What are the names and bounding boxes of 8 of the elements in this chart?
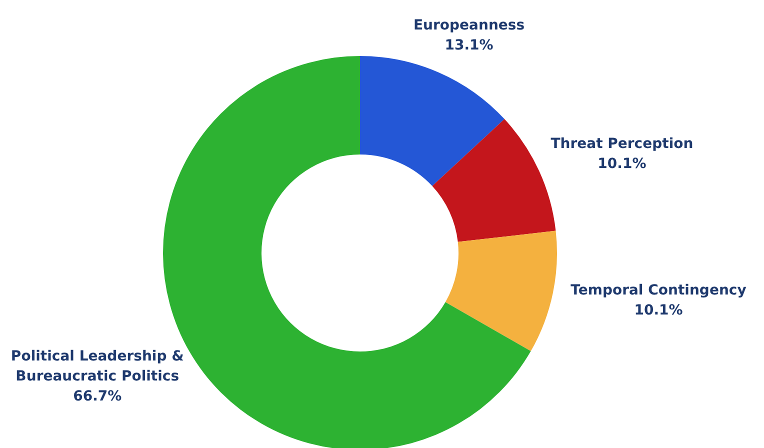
- slice-label: Threat Perception: [550, 136, 694, 152]
- slice-label: Political Leadership & Bureaucratic Politics: [10, 348, 184, 384]
- data-label: 10.1%: [634, 302, 683, 319]
- slice-label: Temporal Contingency: [570, 282, 746, 299]
- data-label: 13.1%: [444, 37, 494, 54]
- slice-label: Europeanness: [413, 17, 525, 34]
- data-label: 10.1%: [598, 156, 646, 172]
- data-label: 66.7%: [73, 388, 122, 404]
